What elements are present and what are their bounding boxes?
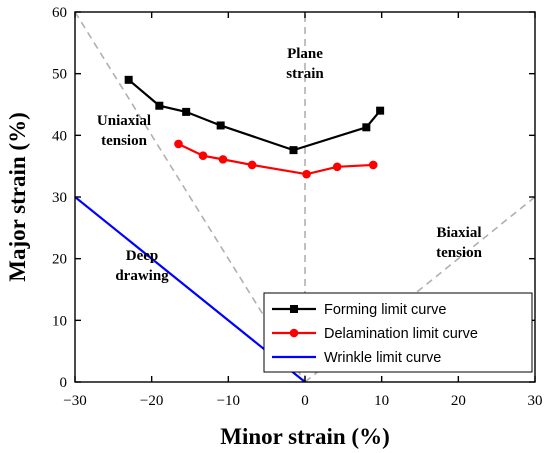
delamination-limit-curve-point	[218, 155, 228, 164]
delamination-limit-curve-point	[247, 160, 257, 170]
y-tick-label: 30	[52, 190, 67, 206]
biaxial-tension-label-line: tension	[436, 245, 483, 261]
delamination-limit-curve-point	[368, 160, 378, 170]
legend-label-wrinkle-limit-curve: Wrinkle limit curve	[324, 350, 441, 366]
legend-label-delamination-limit-curve: Delamination limit curve	[324, 326, 478, 342]
forming-limit-curve-point	[362, 123, 371, 132]
delamination-limit-curve-point	[198, 151, 208, 160]
y-tick-label: 60	[52, 5, 67, 21]
x-axis-title: Minor strain (%)	[220, 424, 390, 449]
biaxial-tension-label: Biaxial tension	[436, 225, 483, 261]
y-tick-label: 40	[52, 128, 67, 144]
forming-limit-curve-line	[127, 78, 381, 152]
y-tick-label: 50	[52, 67, 67, 83]
x-tick-label: 10	[374, 393, 389, 409]
legend-marker-forming-limit-curve	[290, 305, 298, 313]
x-tick-label: 0	[301, 393, 309, 409]
forming-limit-curve-point	[155, 101, 164, 110]
y-tick-label: 20	[52, 252, 67, 268]
plane-strain-label: Plane strain	[286, 46, 324, 82]
uniaxial-tension-label-line: Uniaxial	[97, 113, 151, 129]
delamination-limit-curve-series	[174, 139, 378, 179]
forming-limit-curve-point	[124, 75, 133, 84]
legend: Forming limit curve Delamination limit cu…	[263, 292, 533, 373]
forming-limit-curve-point	[376, 106, 385, 115]
delamination-limit-curve-point	[174, 139, 183, 149]
deep-drawing-label-line: Deep	[126, 248, 159, 264]
forming-limit-curve-point	[289, 146, 298, 155]
plane-strain-label-line: strain	[286, 66, 324, 82]
y-tick-label: 10	[52, 313, 67, 329]
plane-strain-label-line: Plane	[287, 46, 323, 62]
legend-marker-delamination-limit-curve	[289, 328, 299, 338]
deep-drawing-label: Deep drawing	[115, 248, 169, 284]
deep-drawing-label-line: drawing	[115, 268, 169, 284]
x-tick-label: −30	[63, 393, 86, 409]
uniaxial-tension-label: Uniaxial tension	[97, 113, 151, 149]
axis-ticks: −30 −20 −10 0 10 20 30 0 10 20 30 40 50 60	[52, 5, 543, 409]
biaxial-tension-label-line: Biaxial	[436, 225, 481, 241]
delamination-limit-curve-point	[332, 162, 342, 172]
x-tick-label: 20	[451, 393, 466, 409]
y-axis-title: Major strain (%)	[5, 112, 30, 281]
y-tick-label: 0	[60, 375, 68, 391]
delamination-limit-curve-point	[302, 169, 311, 179]
series-layer	[75, 75, 385, 382]
x-tick-label: −20	[140, 393, 163, 409]
region-annotations: Plane strain Uniaxial tension Biaxial tension…	[97, 46, 483, 284]
forming-limit-curve-point	[216, 121, 225, 130]
delamination-limit-curve-line	[178, 142, 374, 176]
forming-limit-curve-point	[182, 107, 191, 116]
forming-limit-curve-series	[124, 75, 385, 155]
x-tick-label: −10	[217, 393, 240, 409]
uniaxial-tension-label-line: tension	[101, 133, 148, 149]
x-tick-label: 30	[528, 393, 543, 409]
legend-label-forming-limit-curve: Forming limit curve	[324, 302, 446, 318]
